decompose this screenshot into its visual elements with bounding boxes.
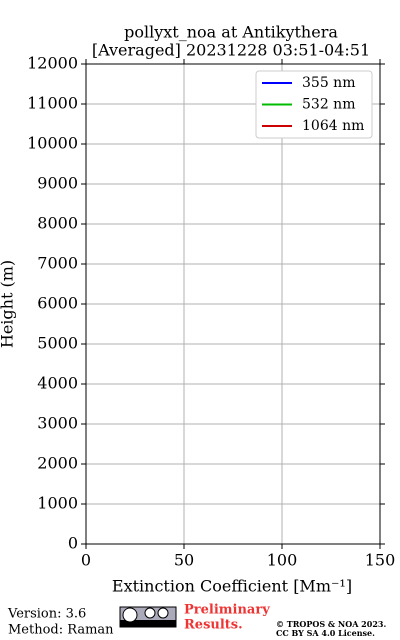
y-tick-label: 3000 (37, 414, 78, 433)
y-tick-label: 10000 (27, 134, 78, 153)
y-tick-label: 11000 (27, 94, 78, 113)
y-tick-label: 1000 (37, 494, 78, 513)
y-tick-label: 5000 (37, 334, 78, 353)
y-tick-label: 2000 (37, 454, 78, 473)
y-tick-label: 4000 (37, 374, 78, 393)
x-tick-label: 100 (267, 551, 298, 570)
y-tick-label: 7000 (37, 254, 78, 273)
y-tick-label: 0 (68, 534, 78, 553)
footer-results: Results. (184, 618, 243, 633)
legend-label: 532 nm (302, 97, 355, 113)
footer-license: CC BY SA 4.0 License. (276, 628, 375, 638)
plot-frame (85, 63, 381, 545)
x-tick-label: 150 (365, 551, 396, 570)
y-tick-label: 12000 (27, 54, 78, 73)
footer-copyright: © TROPOS & NOA 2023. (276, 619, 386, 629)
footer-version: Version: 3.6 (7, 607, 86, 622)
y-tick-label: 9000 (37, 174, 78, 193)
footer-preliminary: Preliminary (184, 603, 270, 618)
y-tick-label: 6000 (37, 294, 78, 313)
legend-label: 355 nm (302, 75, 355, 91)
footer-method: Method: Raman (8, 623, 114, 638)
cc-icon (119, 606, 177, 628)
x-axis-label: Extinction Coefficient [Mm⁻¹] (112, 577, 352, 596)
legend-label: 1064 nm (302, 118, 364, 134)
chart-subtitle: [Averaged] 20231228 03:51-04:51 (92, 41, 370, 60)
x-tick-label: 50 (174, 551, 194, 570)
y-axis-label: Height (m) (0, 260, 17, 348)
x-tick-label: 0 (81, 551, 91, 570)
chart-title: pollyxt_noa at Antikythera (124, 23, 338, 42)
y-tick-label: 8000 (37, 214, 78, 233)
legend-box (255, 70, 373, 139)
